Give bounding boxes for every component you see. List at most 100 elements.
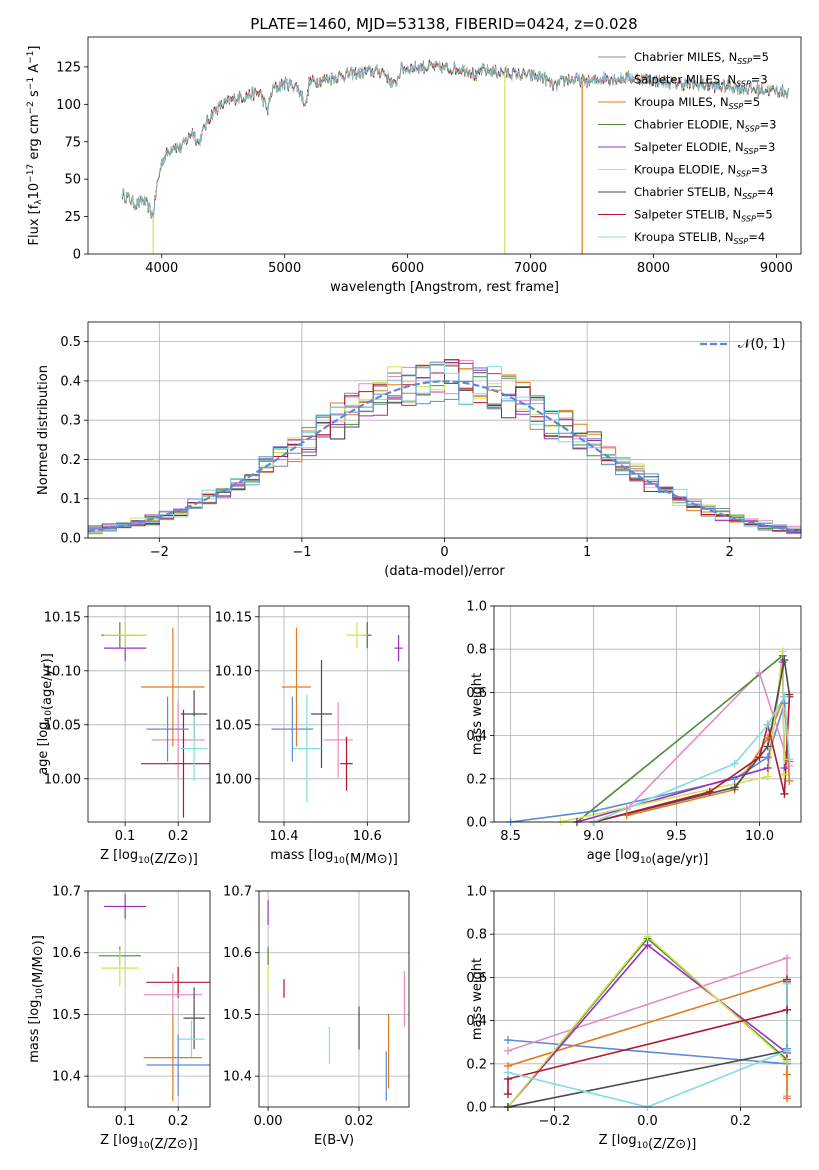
y-tick-label: 1.0: [466, 600, 487, 615]
x-tick-label: 0.2: [168, 829, 189, 844]
axes-mass-vs-Z: 0.1 0.2 10.4 10.5 10.6 10.7 Z [log10(Z/Z⊙)] mas…: [27, 885, 211, 1152]
plot-area: [271, 622, 403, 803]
spectrum-line: [122, 60, 789, 218]
x-axis-label: wavelength [Angstrom, rest frame]: [330, 280, 559, 295]
y-tick-label: 0.5: [60, 335, 81, 350]
figure-title: PLATE=1460, MJD=53138, FIBERID=0424, z=0…: [250, 15, 637, 33]
x-tick-label: 8000: [637, 261, 670, 276]
axes-age-vs-Z: 0.1 0.2 10.00 10.05 10.10 10.15 Z [log10(Z/Z⊙)…: [36, 605, 211, 867]
weight-marker: [503, 1046, 512, 1055]
x-axis-label: (data-model)/error: [384, 564, 505, 579]
histogram-step: [88, 367, 801, 533]
y-axis-label: mass weight: [470, 958, 485, 1040]
weight-marker: [778, 647, 787, 656]
y-tick-label: 0.0: [466, 1101, 487, 1116]
y-tick-label: 0.0: [466, 816, 487, 831]
legend-label: Chabrier ELODIE, NSSP=3: [634, 118, 776, 134]
axes-residuals: −2 −1 0 1 2 0.0 0.1 0.2 0.3 0.4 0.5 (data-model)/er…: [36, 321, 802, 579]
weight-marker: [780, 770, 789, 779]
x-tick-label: 0.02: [345, 1114, 374, 1129]
x-tick-label: 4000: [145, 261, 178, 276]
plot-area: [88, 359, 801, 535]
legend-label: Kroupa STELIB, NSSP=4: [634, 230, 765, 246]
legend-label: 𝒩(0, 1): [738, 337, 785, 352]
axes-frame: [87, 890, 211, 1108]
y-tick-label: 0.4: [60, 374, 81, 389]
axes-frame: [493, 890, 802, 1108]
weight-marker: [643, 932, 652, 941]
x-tick-label: −0.2: [539, 1114, 571, 1129]
x-tick-label: 9000: [760, 261, 793, 276]
x-tick-label: −2: [150, 545, 169, 560]
legend-label: Chabrier MILES, NSSP=5: [634, 50, 769, 66]
y-tick-label: 0.4: [466, 729, 487, 744]
y-tick-label: 0.8: [466, 928, 487, 943]
x-axis-label: E(B-V): [314, 1133, 354, 1148]
x-tick-label: 8.5: [500, 829, 521, 844]
y-tick-label: 10.15: [44, 610, 81, 625]
y-tick-label: 0.4: [466, 1014, 487, 1029]
y-tick-label: 100: [56, 98, 81, 113]
x-tick-label: 1: [583, 545, 591, 560]
y-tick-label: 10.00: [44, 772, 81, 787]
axes-weight-vs-age: 8.5 9.0 9.5 10.0 0.0 0.2 0.4 0.6 0.8 1.0 age [log1…: [466, 600, 802, 867]
weight-marker: [643, 941, 652, 949]
y-axis-label: mass [log10(M/M⊙)]: [27, 935, 46, 1063]
y-axis-label: mass weight: [470, 673, 485, 755]
weight-marker: [783, 953, 792, 962]
weight-marker: [785, 776, 794, 785]
y-tick-label: 10.05: [44, 718, 81, 733]
y-tick-label: 0.8: [466, 643, 487, 658]
x-tick-label: 5000: [268, 261, 301, 276]
y-tick-label: 50: [64, 173, 81, 188]
weight-marker: [783, 1005, 792, 1014]
y-tick-label: 10.00: [215, 772, 252, 787]
y-tick-label: 10.05: [215, 718, 252, 733]
x-tick-label: 0.00: [254, 1114, 283, 1129]
weight-marker: [763, 733, 772, 742]
legend-label: Salpeter ELODIE, NSSP=3: [634, 140, 775, 156]
x-tick-label: 0.0: [637, 1114, 658, 1129]
y-axis-label: Normed distribution: [36, 365, 51, 495]
y-axis-label: Flux [fλ10−17 erg cm−2 s−1 A−1]: [26, 46, 44, 246]
weight-marker: [785, 755, 794, 764]
weight-marker: [783, 1094, 792, 1103]
weight-marker: [783, 1046, 792, 1055]
axes-frame: [258, 890, 410, 1108]
y-tick-label: 10.6: [223, 946, 252, 961]
y-tick-label: 10.7: [52, 885, 81, 900]
weight-marker: [622, 811, 631, 820]
y-tick-label: 10.10: [215, 664, 252, 679]
x-tick-label: 10.0: [745, 829, 774, 844]
x-tick-label: 0.2: [730, 1114, 751, 1129]
x-axis-label: Z [log10(Z/Z⊙)]: [599, 1133, 697, 1152]
x-tick-label: 9.0: [583, 829, 604, 844]
y-tick-label: 25: [64, 210, 81, 225]
weight-marker: [705, 787, 714, 796]
x-tick-label: 2: [726, 545, 734, 560]
y-tick-label: 0.6: [466, 971, 487, 986]
weight-line: [593, 696, 791, 822]
legend-label: Chabrier STELIB, NSSP=4: [634, 185, 774, 201]
y-tick-label: 0: [73, 248, 81, 263]
weight-marker: [783, 979, 792, 988]
x-axis-label: Z [log10(Z/Z⊙)]: [100, 848, 198, 867]
y-tick-label: 0.6: [466, 686, 487, 701]
y-tick-label: 10.4: [52, 1070, 81, 1085]
plot-area: [101, 622, 210, 818]
y-tick-label: 125: [56, 60, 81, 75]
y-tick-label: 0.2: [466, 1057, 487, 1072]
axes-spectrum: 4000 5000 6000 7000 8000 9000 0 25 50 75 100 125 wav…: [26, 36, 802, 295]
x-tick-label: 10.6: [353, 829, 382, 844]
y-tick-label: 10.15: [215, 610, 252, 625]
weight-marker: [730, 783, 739, 792]
y-tick-label: 10.10: [44, 664, 81, 679]
legend-label: Kroupa ELODIE, NSSP=3: [634, 163, 768, 179]
weight-marker: [503, 1036, 512, 1045]
histogram-step: [88, 362, 801, 532]
x-tick-label: 6000: [391, 261, 424, 276]
y-tick-label: 0.3: [60, 414, 81, 429]
x-tick-label: 7000: [514, 261, 547, 276]
weight-line: [507, 983, 788, 1107]
